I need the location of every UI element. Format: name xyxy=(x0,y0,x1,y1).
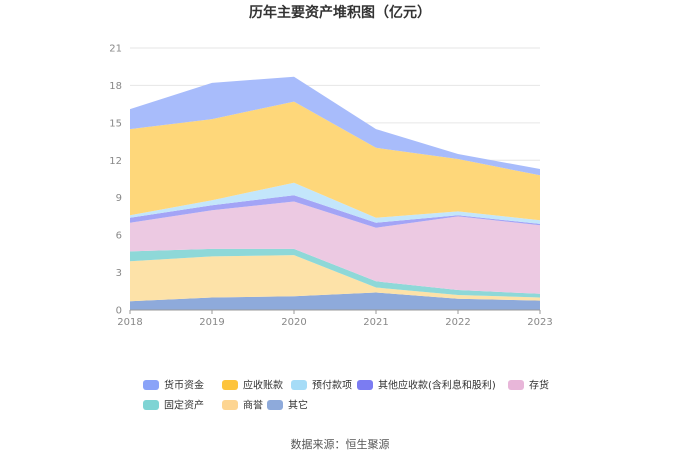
legend-item[interactable]: 应收账款 xyxy=(222,379,283,392)
y-tick-label: 12 xyxy=(109,156,122,167)
legend-swatch xyxy=(357,380,373,390)
area-series[interactable] xyxy=(130,101,540,221)
y-tick-label: 3 xyxy=(116,268,122,279)
x-tick-label: 2018 xyxy=(117,317,142,328)
area-series[interactable] xyxy=(130,182,540,224)
y-tick-label: 9 xyxy=(116,193,122,204)
legend-item[interactable]: 预付款项 xyxy=(291,379,352,392)
legend-swatch xyxy=(143,380,159,390)
x-tick-label: 2022 xyxy=(445,317,470,328)
area-series-group xyxy=(130,76,540,311)
legend-item[interactable]: 其它 xyxy=(267,399,308,412)
x-tick-label: 2021 xyxy=(363,317,388,328)
legend-item[interactable]: 固定资产 xyxy=(143,399,204,412)
legend-swatch xyxy=(143,400,159,410)
legend-label: 其它 xyxy=(288,399,308,412)
area-series[interactable] xyxy=(130,76,540,176)
y-tick-label: 0 xyxy=(116,306,122,317)
y-tick-label: 6 xyxy=(116,231,122,242)
legend-swatch xyxy=(267,400,283,410)
legend-item[interactable]: 货币资金 xyxy=(143,379,204,392)
legend-item[interactable]: 存货 xyxy=(508,379,549,392)
legend-item[interactable]: 商誉 xyxy=(222,399,263,412)
legend-label: 其他应收款(含利息和股利) xyxy=(378,379,496,392)
legend-item[interactable]: 其他应收款(含利息和股利) xyxy=(357,379,496,392)
area-series[interactable] xyxy=(130,292,540,311)
legend-swatch xyxy=(291,380,307,390)
area-series[interactable] xyxy=(130,255,540,302)
legend-swatch xyxy=(508,380,524,390)
y-tick-label: 15 xyxy=(109,118,122,129)
chart-title: 历年主要资产堆积图（亿元） xyxy=(249,4,431,21)
legend-label: 固定资产 xyxy=(164,399,204,412)
y-tick-label: 18 xyxy=(109,81,122,92)
legend-label: 预付款项 xyxy=(312,379,352,392)
legend-label: 存货 xyxy=(529,379,549,392)
x-axis: 2018 2019 2020 2021 2022 2023 xyxy=(117,309,553,328)
y-axis: 0 3 6 9 12 15 18 21 xyxy=(109,44,122,317)
area-series[interactable] xyxy=(130,195,540,228)
legend-swatch xyxy=(222,380,238,390)
x-tick-label: 2023 xyxy=(527,317,552,328)
x-tick-label: 2019 xyxy=(199,317,224,328)
x-tick-label: 2020 xyxy=(281,317,306,328)
legend-label: 应收账款 xyxy=(243,379,283,392)
area-series[interactable] xyxy=(130,248,540,298)
data-source-text: 数据来源：恒生聚源 xyxy=(291,437,390,451)
legend-swatch xyxy=(222,400,238,410)
area-series[interactable] xyxy=(130,201,540,294)
legend-label: 货币资金 xyxy=(164,379,204,392)
y-tick-label: 21 xyxy=(109,44,122,55)
legend-label: 商誉 xyxy=(243,399,263,412)
